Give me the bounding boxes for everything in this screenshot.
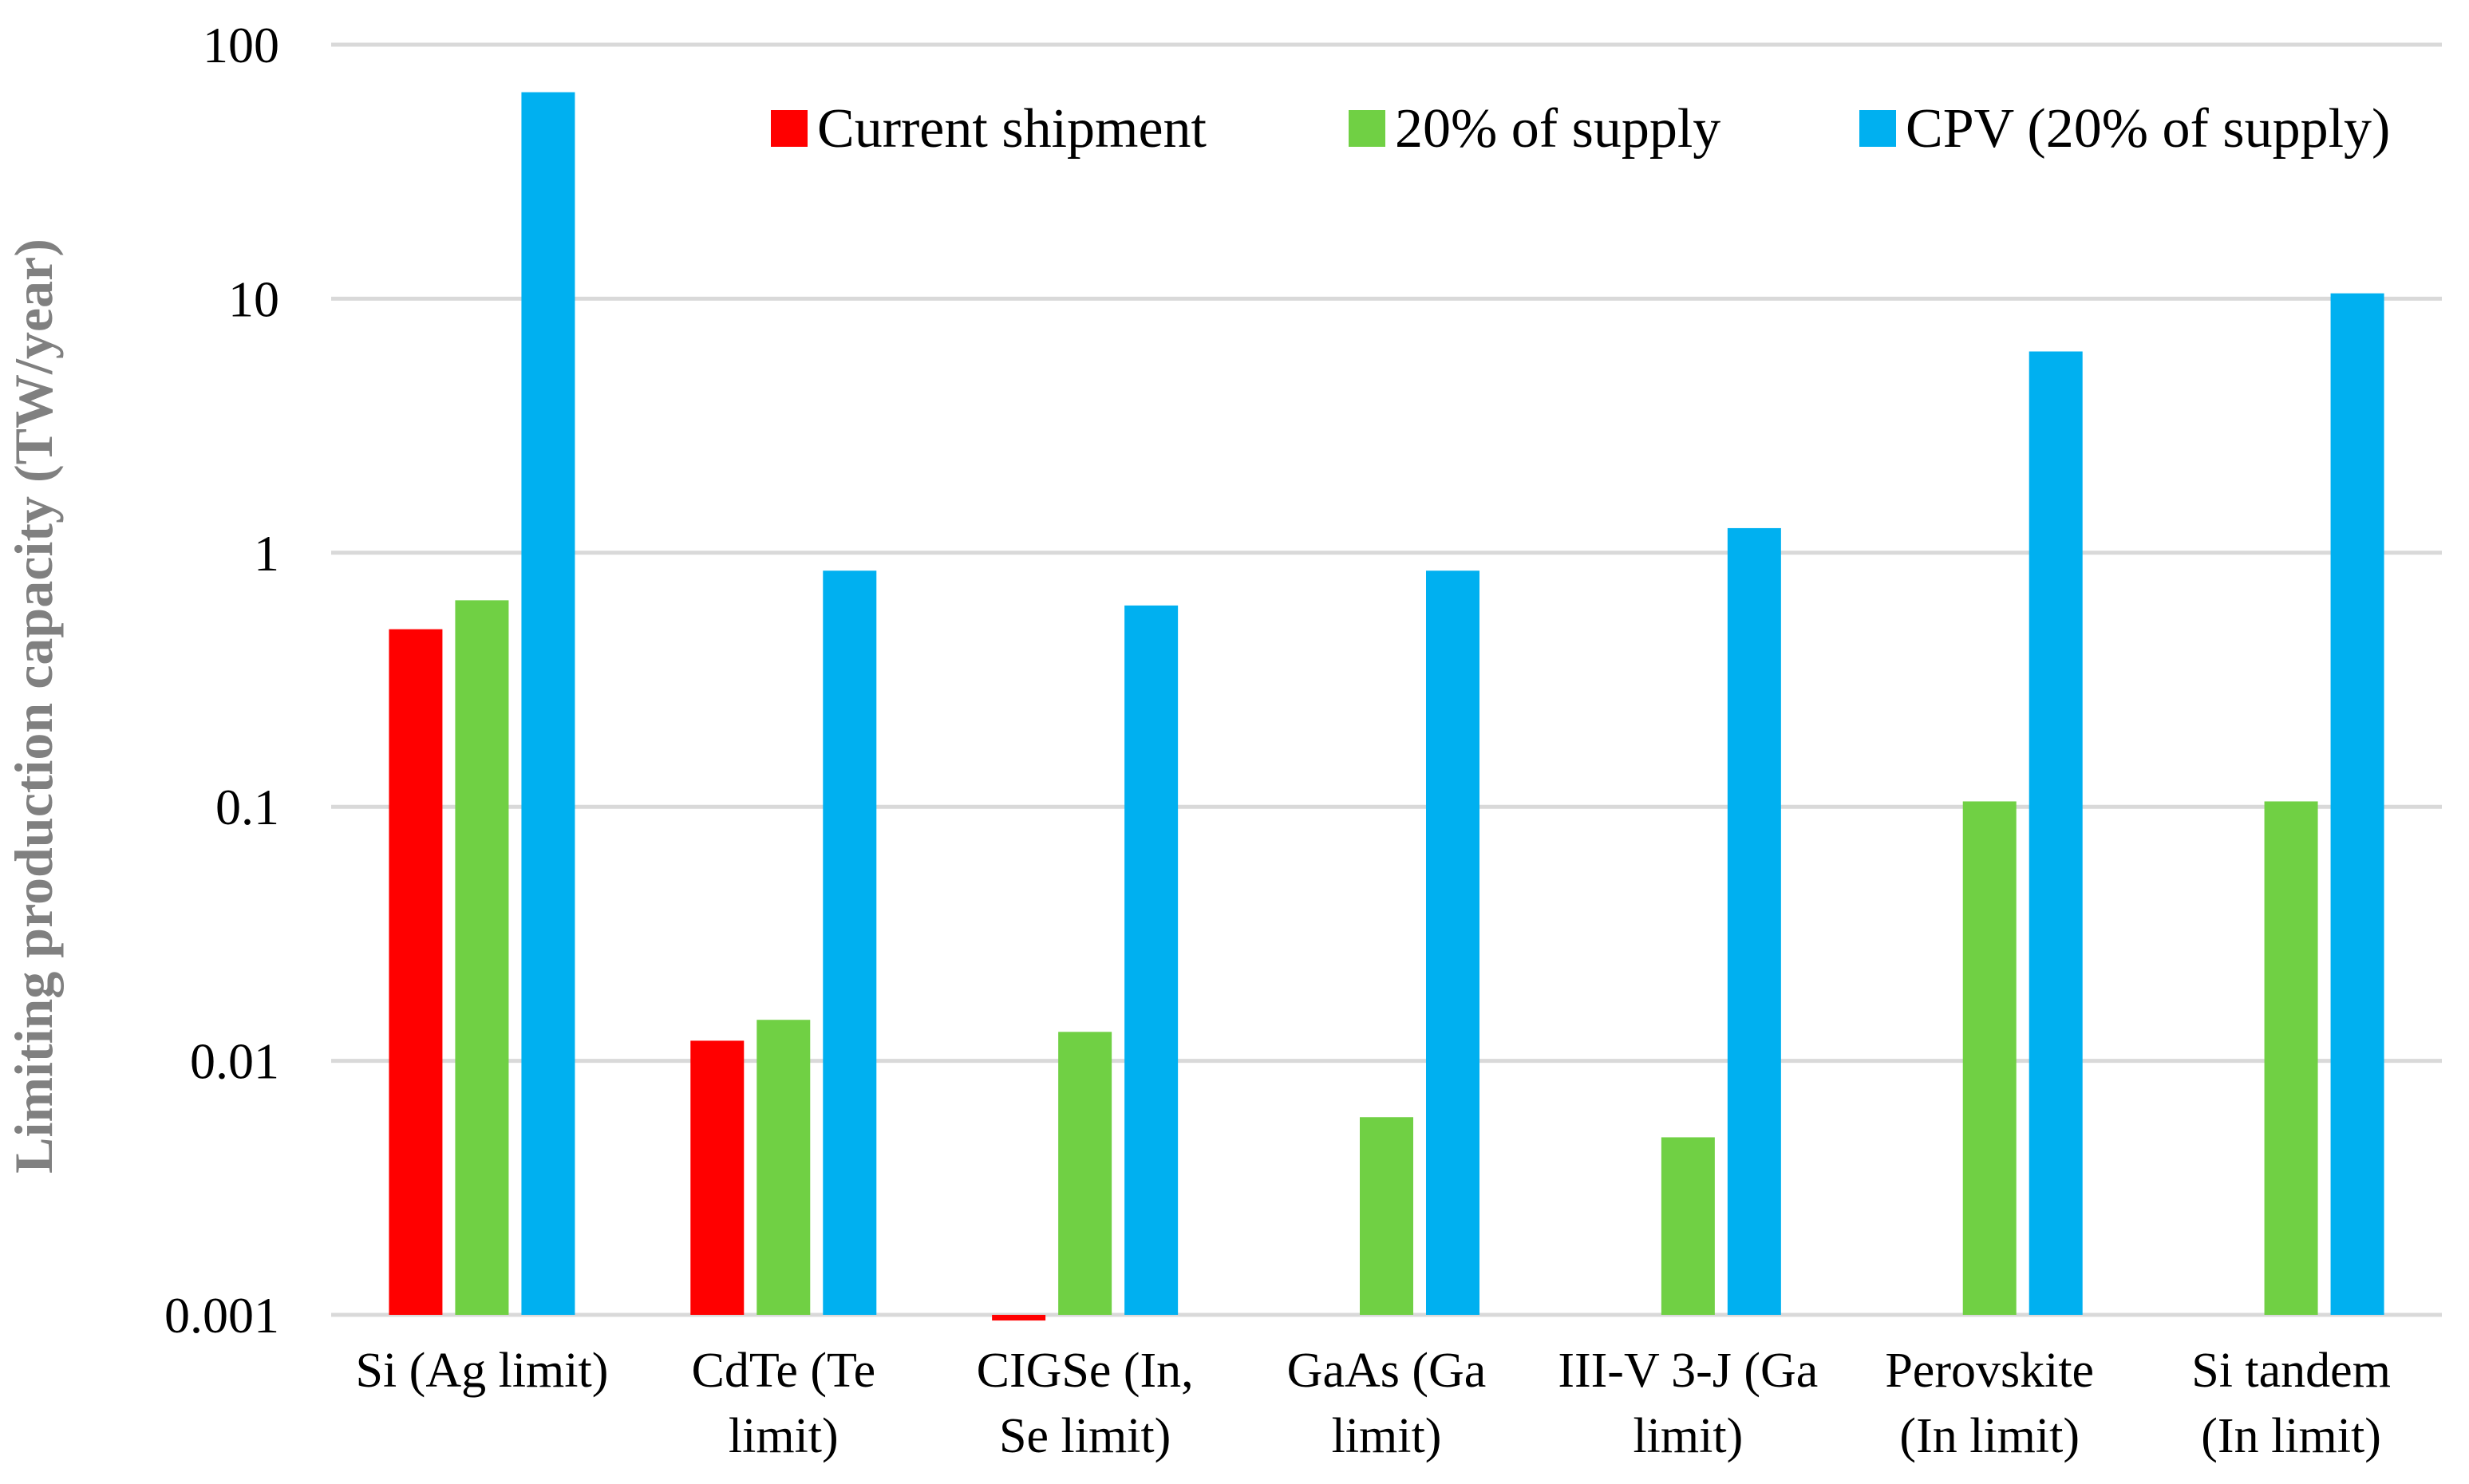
legend: Current shipment 20% of supply CPV (20% of… — [771, 98, 2390, 160]
bar-cpv-20-of-supply — [1124, 605, 1179, 1315]
bar-20-of-supply — [1962, 801, 2017, 1315]
y-tick-label: 1 — [254, 525, 279, 582]
category-label: limit) — [729, 1409, 839, 1463]
y-tick-labels: 100 10 1 0.1 0.01 0.001 — [164, 17, 279, 1344]
category-label: Perovskite — [1885, 1344, 2094, 1398]
legend-label: Current shipment — [817, 98, 1207, 160]
category-label: Si (Ag limit) — [355, 1344, 608, 1398]
bar-current-shipment — [389, 629, 443, 1315]
bar-cpv-20-of-supply — [1426, 570, 1479, 1315]
bar-cpv-20-of-supply — [521, 92, 575, 1316]
y-axis-label: Limiting production capacity (TW/year) — [3, 239, 64, 1174]
category-labels: Si (Ag limit) CdTe (Te limit) CIGSe (In, Se … — [355, 1344, 2390, 1463]
bar-20-of-supply — [1360, 1117, 1413, 1315]
category-label: limit) — [1633, 1409, 1743, 1463]
category-label: GaAs (Ga — [1287, 1344, 1487, 1398]
y-tick-label: 0.01 — [190, 1033, 279, 1090]
category-label: CdTe (Te — [691, 1344, 875, 1398]
bar-cpv-20-of-supply — [2029, 351, 2083, 1316]
y-tick-label: 100 — [203, 17, 279, 73]
bar-20-of-supply — [2264, 801, 2318, 1315]
legend-label: 20% of supply — [1395, 98, 1720, 160]
bar-20-of-supply — [1058, 1032, 1112, 1315]
y-tick-label: 0.001 — [164, 1287, 279, 1344]
legend-swatch — [771, 110, 808, 147]
category-label: Si tandem — [2191, 1344, 2391, 1398]
bar-cpv-20-of-supply — [1727, 527, 1781, 1315]
category-label: III-V 3-J (Ga — [1558, 1344, 1818, 1398]
bar-20-of-supply — [455, 600, 509, 1315]
bar-cpv-20-of-supply — [823, 570, 877, 1315]
y-tick-label: 0.1 — [215, 779, 279, 835]
category-label: CIGSe (In, — [977, 1344, 1194, 1398]
bar-20-of-supply — [1661, 1137, 1715, 1315]
y-tick-label: 10 — [228, 270, 279, 327]
category-label: (In limit) — [2201, 1409, 2381, 1463]
category-label: (In limit) — [1899, 1409, 2080, 1463]
bars — [389, 92, 2384, 1321]
legend-swatch — [1349, 110, 1385, 147]
bar-current-shipment — [992, 1315, 1046, 1321]
category-label: Se limit) — [999, 1409, 1171, 1463]
category-label: limit) — [1332, 1409, 1442, 1463]
bar-cpv-20-of-supply — [2330, 293, 2384, 1315]
legend-label: CPV (20% of supply) — [1906, 98, 2390, 160]
bar-current-shipment — [690, 1040, 745, 1315]
legend-swatch — [1859, 110, 1896, 147]
bar-20-of-supply — [757, 1020, 811, 1315]
